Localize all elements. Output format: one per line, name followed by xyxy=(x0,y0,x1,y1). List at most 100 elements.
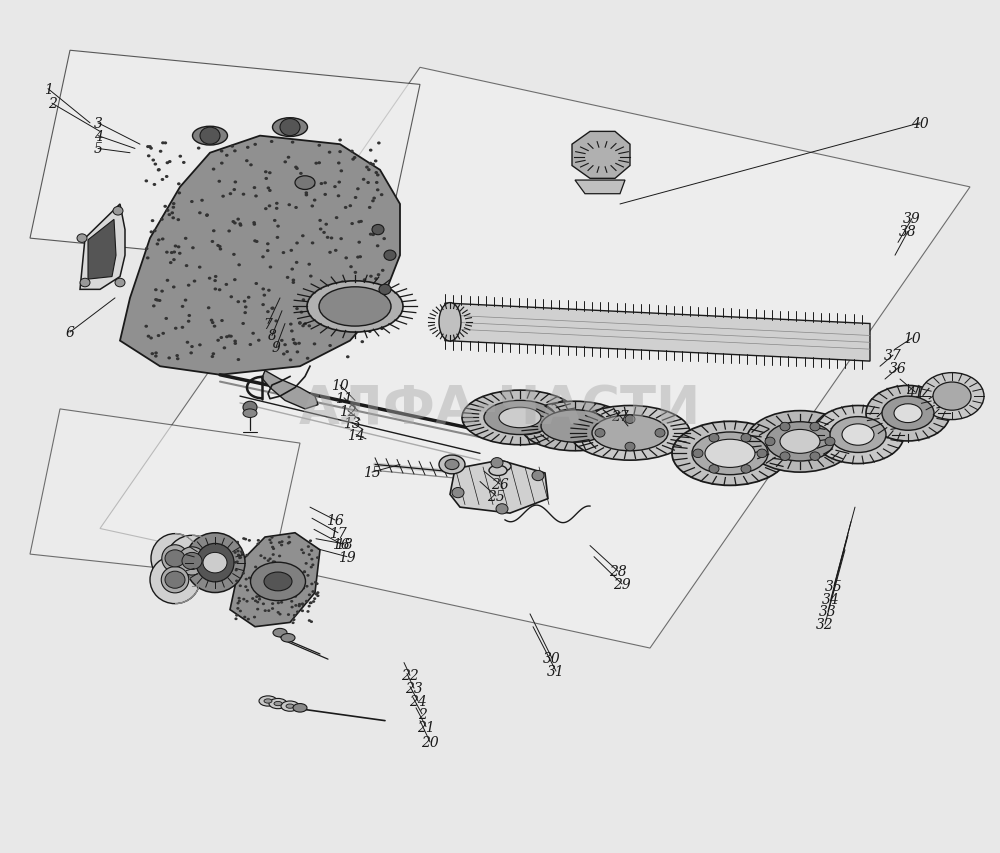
Circle shape xyxy=(272,548,275,550)
Circle shape xyxy=(221,195,225,199)
Circle shape xyxy=(176,357,180,361)
Ellipse shape xyxy=(185,533,245,593)
Circle shape xyxy=(369,276,373,278)
Circle shape xyxy=(184,237,187,241)
Circle shape xyxy=(312,314,316,316)
Circle shape xyxy=(268,189,272,193)
Circle shape xyxy=(254,566,257,569)
Circle shape xyxy=(256,601,259,604)
Circle shape xyxy=(256,608,259,611)
Circle shape xyxy=(293,569,296,572)
Circle shape xyxy=(268,172,272,175)
Circle shape xyxy=(233,279,237,281)
Circle shape xyxy=(210,319,213,322)
Circle shape xyxy=(238,557,241,560)
Circle shape xyxy=(253,143,257,147)
Circle shape xyxy=(329,317,332,320)
Circle shape xyxy=(322,232,326,235)
Circle shape xyxy=(302,587,305,590)
Text: 30: 30 xyxy=(543,652,561,665)
Circle shape xyxy=(371,164,375,166)
Circle shape xyxy=(254,195,258,198)
Ellipse shape xyxy=(243,409,257,418)
Circle shape xyxy=(255,595,258,598)
Circle shape xyxy=(741,465,751,473)
Circle shape xyxy=(269,266,272,270)
Circle shape xyxy=(295,570,298,572)
Ellipse shape xyxy=(196,544,234,582)
Circle shape xyxy=(349,205,352,208)
Circle shape xyxy=(337,195,340,198)
Ellipse shape xyxy=(281,634,295,642)
Circle shape xyxy=(307,546,310,548)
Circle shape xyxy=(314,309,318,311)
Circle shape xyxy=(290,268,294,271)
Text: 21: 21 xyxy=(417,720,435,734)
Ellipse shape xyxy=(293,704,307,712)
Circle shape xyxy=(287,543,290,545)
Circle shape xyxy=(291,622,295,624)
Circle shape xyxy=(305,562,308,565)
Text: 37: 37 xyxy=(884,349,902,363)
Circle shape xyxy=(302,552,305,554)
Circle shape xyxy=(218,289,221,292)
Circle shape xyxy=(234,181,237,184)
Circle shape xyxy=(271,602,274,606)
Circle shape xyxy=(278,542,281,544)
Text: 40: 40 xyxy=(911,117,929,131)
Text: 1: 1 xyxy=(44,83,52,96)
Circle shape xyxy=(310,566,313,569)
Circle shape xyxy=(283,161,287,164)
Ellipse shape xyxy=(274,701,282,706)
Circle shape xyxy=(337,182,341,184)
Circle shape xyxy=(211,356,214,358)
Circle shape xyxy=(266,250,270,252)
Text: 31: 31 xyxy=(547,664,565,678)
Text: 28: 28 xyxy=(609,565,627,578)
Circle shape xyxy=(178,155,182,159)
Circle shape xyxy=(278,555,281,558)
Circle shape xyxy=(289,250,293,252)
Circle shape xyxy=(267,187,270,190)
Circle shape xyxy=(301,610,304,612)
Text: 2: 2 xyxy=(48,97,56,111)
Circle shape xyxy=(286,276,289,280)
Text: 16: 16 xyxy=(332,537,350,551)
Circle shape xyxy=(334,250,338,252)
Circle shape xyxy=(243,311,247,315)
Circle shape xyxy=(246,589,249,592)
Circle shape xyxy=(227,230,231,233)
Ellipse shape xyxy=(780,430,820,454)
Circle shape xyxy=(154,164,157,166)
Circle shape xyxy=(306,574,310,577)
Circle shape xyxy=(237,264,241,267)
Circle shape xyxy=(655,429,665,438)
Circle shape xyxy=(239,224,242,228)
Circle shape xyxy=(172,286,176,289)
Circle shape xyxy=(303,571,306,573)
Circle shape xyxy=(243,616,246,618)
Circle shape xyxy=(305,600,308,603)
Circle shape xyxy=(240,551,243,554)
Text: 14: 14 xyxy=(347,428,365,442)
Ellipse shape xyxy=(259,696,277,706)
Ellipse shape xyxy=(592,415,668,451)
Circle shape xyxy=(276,225,280,229)
Circle shape xyxy=(275,202,279,206)
Circle shape xyxy=(288,542,291,544)
Circle shape xyxy=(310,621,313,624)
Circle shape xyxy=(145,247,148,251)
Circle shape xyxy=(165,550,185,567)
Ellipse shape xyxy=(672,421,788,485)
Circle shape xyxy=(236,602,240,605)
Ellipse shape xyxy=(151,534,199,583)
Circle shape xyxy=(309,276,313,278)
Circle shape xyxy=(313,200,316,202)
Circle shape xyxy=(277,602,280,605)
Circle shape xyxy=(213,325,216,328)
Circle shape xyxy=(151,220,154,223)
Circle shape xyxy=(242,194,245,196)
Circle shape xyxy=(165,572,185,589)
Circle shape xyxy=(247,618,250,621)
Circle shape xyxy=(272,554,275,556)
